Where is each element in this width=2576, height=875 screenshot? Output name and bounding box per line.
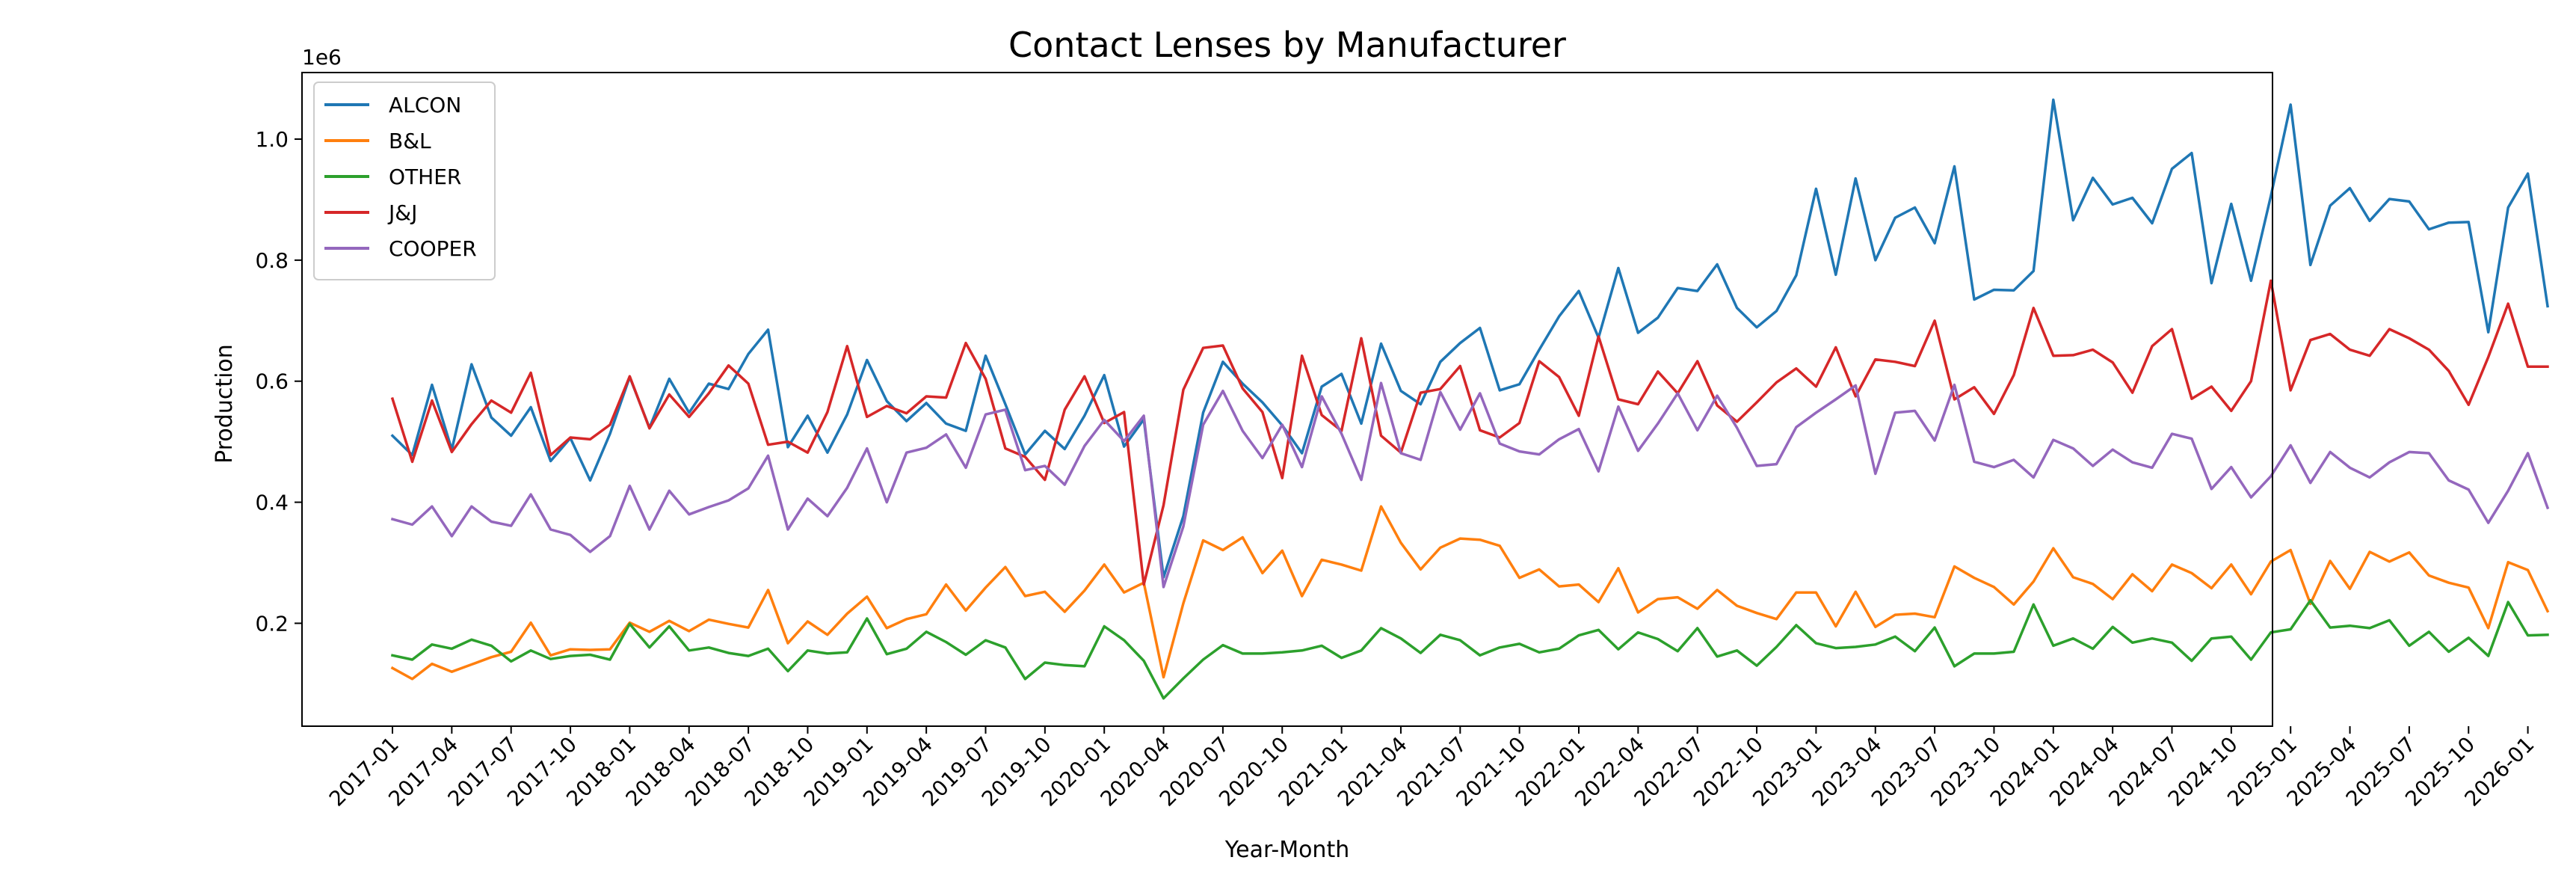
y-tick-label: 0.4 (255, 491, 289, 515)
y-tick-label: 0.8 (255, 248, 289, 273)
y-axis-label: Production (212, 344, 238, 464)
plot-frame (301, 72, 2273, 727)
legend-label: B&L (389, 129, 431, 153)
y-tick-label: 0.6 (255, 369, 289, 394)
legend-box (313, 82, 496, 280)
series-line-cooper (390, 381, 2550, 589)
plot-area (390, 98, 2550, 700)
y-axis-offset-label: 1e6 (302, 45, 342, 70)
legend: ALCON B&L OTHER J&J COOPER (313, 82, 496, 280)
legend-label: ALCON (389, 93, 461, 117)
y-tick-label: 1.0 (255, 127, 289, 152)
chart-title: Contact Lenses by Manufacturer (1008, 25, 1566, 65)
x-axis-label: Year-Month (1224, 837, 1349, 863)
series-line-b-l (390, 505, 2550, 681)
x-axis: 2017-012017-042017-072017-102018-012018-… (324, 726, 2539, 811)
series-line-j-j (390, 279, 2549, 586)
y-axis: 0.2 0.4 0.6 0.8 1.0 (255, 127, 302, 636)
y-tick-label: 0.2 (255, 611, 289, 636)
legend-label: COOPER (389, 236, 477, 261)
legend-label: J&J (387, 200, 417, 225)
series-line-other (390, 598, 2549, 700)
legend-label: OTHER (389, 165, 461, 189)
series-line-alcon (390, 98, 2549, 579)
